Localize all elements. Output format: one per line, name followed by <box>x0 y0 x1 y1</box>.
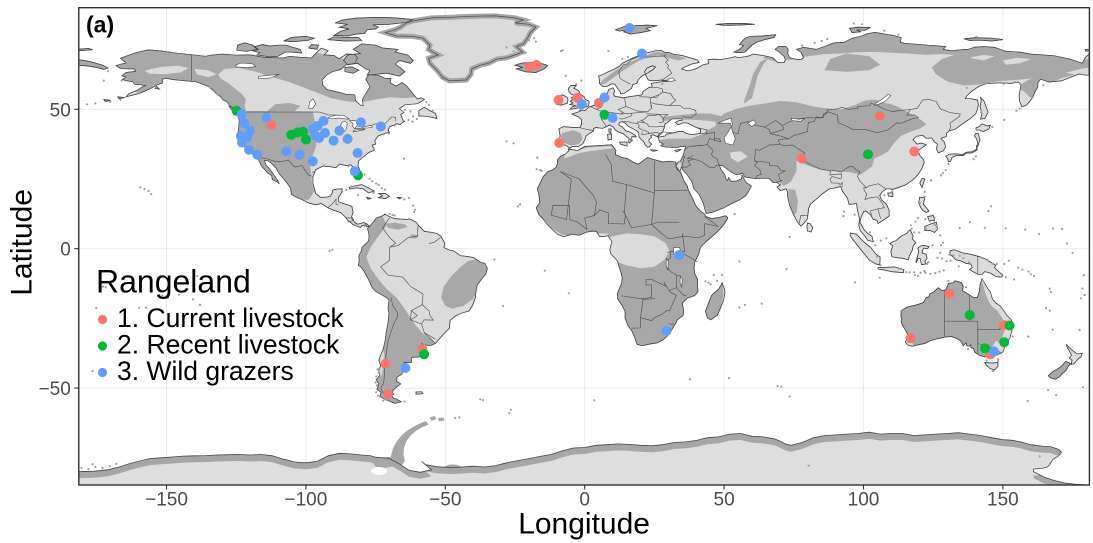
svg-text:0: 0 <box>60 240 71 261</box>
svg-text:2. Recent livestock: 2. Recent livestock <box>117 330 340 360</box>
svg-text:−100: −100 <box>285 490 328 511</box>
svg-text:50: 50 <box>714 490 735 511</box>
svg-text:3. Wild grazers: 3. Wild grazers <box>117 356 294 386</box>
svg-text:150: 150 <box>987 490 1019 511</box>
svg-text:1. Current livestock: 1. Current livestock <box>117 303 345 333</box>
svg-text:Longitude: Longitude <box>518 508 650 541</box>
svg-text:(a): (a) <box>86 12 114 38</box>
svg-text:−150: −150 <box>145 490 188 511</box>
svg-text:100: 100 <box>848 490 880 511</box>
svg-text:−50: −50 <box>429 490 461 511</box>
svg-text:Latitude: Latitude <box>6 189 39 296</box>
svg-text:50: 50 <box>50 100 71 121</box>
svg-text:0: 0 <box>579 490 590 511</box>
svg-text:Rangeland: Rangeland <box>96 264 251 300</box>
svg-text:−50: −50 <box>39 379 71 400</box>
